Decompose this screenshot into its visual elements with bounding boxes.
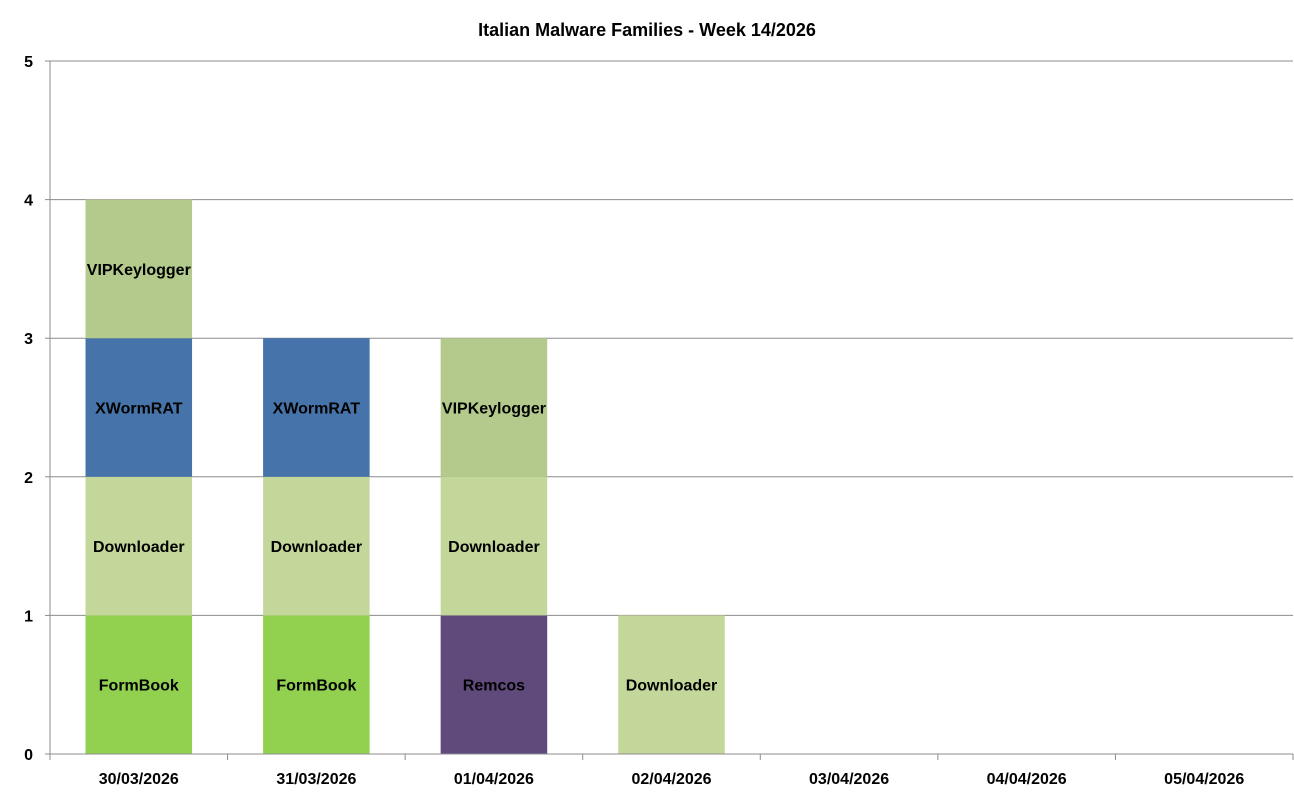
x-tick-label: 01/04/2026 xyxy=(454,771,534,788)
bar-segment-label: VIPKeylogger xyxy=(87,262,191,279)
bar-segment-label: Remcos xyxy=(463,678,525,695)
y-tick-label: 5 xyxy=(24,54,33,71)
bar-segment-label: Downloader xyxy=(93,539,185,556)
bar-segment xyxy=(440,615,548,754)
chart-title: Italian Malware Families - Week 14/2026 xyxy=(478,20,816,40)
axes: 0 1 2 3 4 5 30/03/2026 31/03/2026 01/04/2026 02/0… xyxy=(24,54,1294,788)
x-tick-label: 30/03/2026 xyxy=(99,771,179,788)
bar-segment xyxy=(263,476,370,616)
bar-segment-label: VIPKeylogger xyxy=(442,401,546,418)
x-tick-label: 03/04/2026 xyxy=(809,771,889,788)
y-tick-label: 3 xyxy=(24,331,33,348)
gridlines xyxy=(50,60,1293,616)
x-tick-label: 05/04/2026 xyxy=(1164,771,1244,788)
y-tick-label: 0 xyxy=(24,747,33,764)
bar-segment xyxy=(618,615,725,754)
bar-segment xyxy=(440,476,548,616)
bar-segment-label: FormBook xyxy=(276,678,356,695)
bar-segment xyxy=(85,615,193,754)
bar-segment-label: XWormRAT xyxy=(273,401,361,418)
bar-segment xyxy=(263,615,370,754)
bars: FormBook Downloader XWormRAT VIPKeylogger Fo… xyxy=(85,199,725,754)
x-tick-label: 02/04/2026 xyxy=(631,771,711,788)
y-tick-label: 4 xyxy=(24,193,33,210)
x-tick-label: 04/04/2026 xyxy=(987,771,1067,788)
bar-segment xyxy=(263,338,370,477)
bar-segment-label: Downloader xyxy=(626,678,718,695)
y-tick-label: 2 xyxy=(24,470,33,487)
x-tick-label: 31/03/2026 xyxy=(276,771,356,788)
bar-segment xyxy=(85,338,193,477)
bar-segment-label: XWormRAT xyxy=(95,401,183,418)
bar-segment xyxy=(440,338,548,477)
bar-segment-label: Downloader xyxy=(271,539,363,556)
bar-segment xyxy=(85,199,193,339)
bar-segment-label: Downloader xyxy=(448,539,540,556)
bar-segment xyxy=(85,476,193,616)
y-tick-label: 1 xyxy=(24,608,33,625)
bar-segment-label: FormBook xyxy=(99,678,179,695)
